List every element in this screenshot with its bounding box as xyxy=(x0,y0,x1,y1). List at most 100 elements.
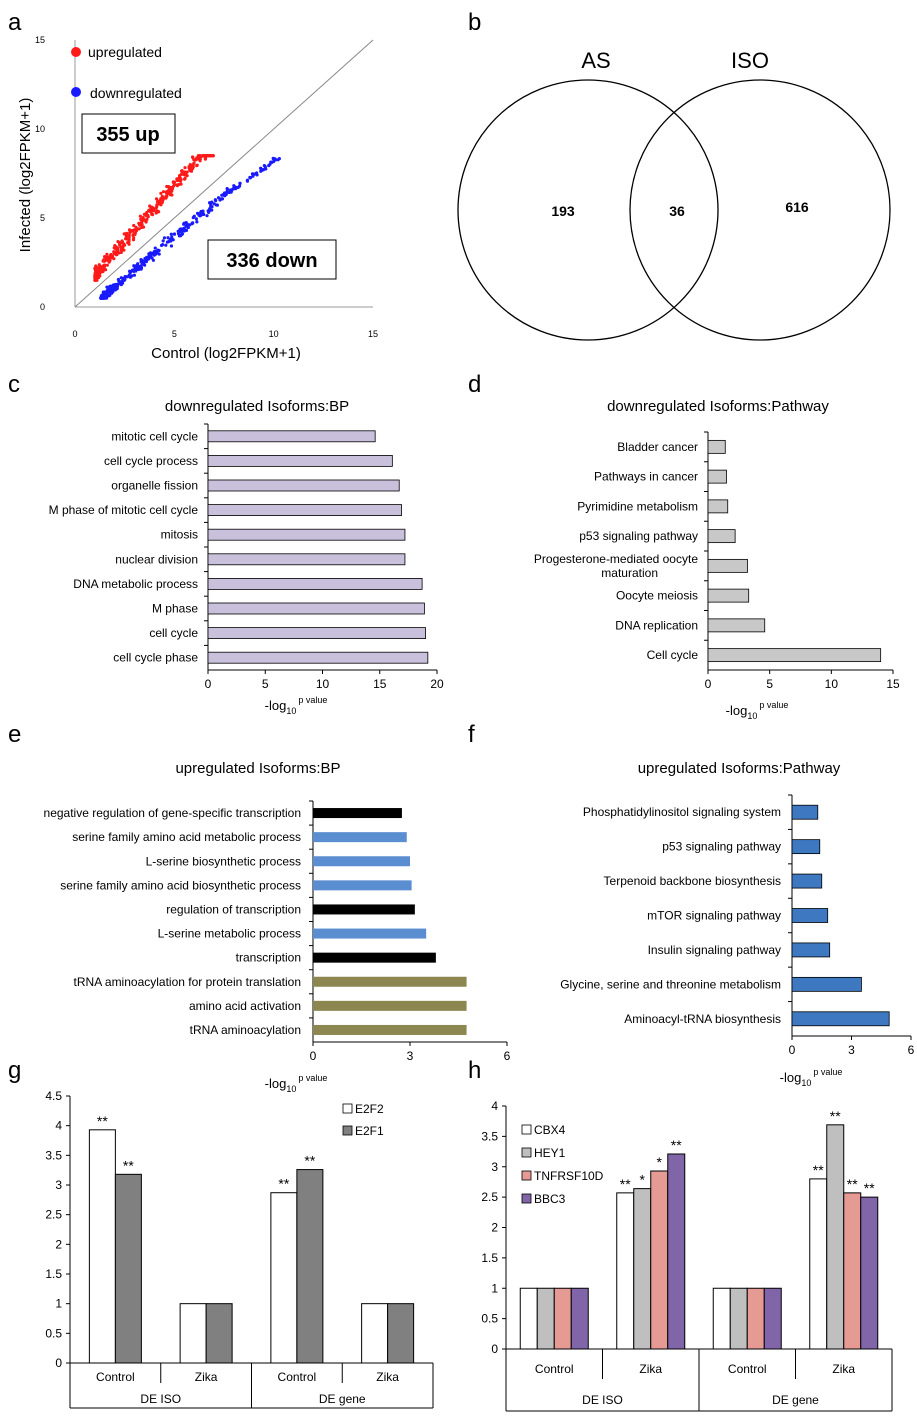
g-category-label: Zika xyxy=(376,1370,399,1384)
h-bar-cbx4 xyxy=(712,1287,731,1350)
c-x-tick-label: 15 xyxy=(373,677,387,691)
a-upregulated-point xyxy=(190,164,194,169)
f-bar xyxy=(791,942,831,958)
d-category-label: DNA replication xyxy=(615,618,698,632)
a-upregulated-point xyxy=(198,159,202,163)
c-bar xyxy=(207,602,425,615)
a-upregulated-point xyxy=(175,177,180,181)
h-y-tick-label: 3 xyxy=(491,1160,498,1174)
a-downregulated-point xyxy=(182,227,186,231)
f-category-label: mTOR signaling pathway xyxy=(647,909,781,923)
d-bar xyxy=(707,439,726,454)
a-upregulated-point xyxy=(113,246,117,251)
a-upregulated-point xyxy=(187,165,191,169)
a-downregulated-point xyxy=(182,222,186,226)
h-significance-mark: ** xyxy=(671,1137,682,1153)
c-x-tick-label: 20 xyxy=(430,677,444,691)
a-upregulated-point xyxy=(117,241,121,245)
a-upregulated-point xyxy=(141,216,145,220)
a-upregulated-point xyxy=(162,196,166,200)
g-bar-e2f2 xyxy=(179,1303,207,1364)
a-upregulated-point xyxy=(112,257,116,261)
a-downregulated-point xyxy=(190,221,195,225)
a-upregulated-point xyxy=(97,275,101,279)
c-category-label: mitosis xyxy=(161,528,198,542)
a-y-axis-label: Infected (log2FPKM+1) xyxy=(17,98,34,253)
a-downregulated-point xyxy=(136,267,141,271)
a-upregulated-point xyxy=(183,176,187,180)
e-category-label: tRNA aminoacylation for protein translat… xyxy=(74,975,301,989)
a-upregulated-point xyxy=(178,177,182,181)
h-significance-mark: ** xyxy=(864,1180,875,1196)
h-legend-swatch xyxy=(521,1147,532,1158)
a-downregulated-point xyxy=(179,230,183,234)
f-bar xyxy=(791,1011,890,1027)
a-upregulated-point xyxy=(185,170,189,174)
a-upregulated-point xyxy=(183,166,187,170)
g-category-label: Zika xyxy=(195,1370,218,1384)
h-bar-hey1 xyxy=(729,1287,748,1350)
a-downregulated-point xyxy=(121,277,125,281)
a-downregulated-point xyxy=(184,228,189,233)
a-x-axis-label: Control (log2FPKM+1) xyxy=(151,345,301,362)
e-x-tick-label: 6 xyxy=(504,1049,511,1063)
a-upregulated-point xyxy=(179,182,183,186)
g-y-tick-label: 3 xyxy=(55,1178,62,1192)
a-downregulated-point xyxy=(210,200,214,204)
a-downregulated-point xyxy=(106,293,111,297)
a-upregulated-point xyxy=(115,249,119,254)
d-x-tick-label: 5 xyxy=(766,677,773,691)
g-significance-mark: ** xyxy=(304,1153,315,1169)
a-legend-up-label: upregulated xyxy=(88,44,162,60)
c-category-label: cell cycle process xyxy=(104,454,198,468)
c-x-tick-label: 0 xyxy=(205,677,212,691)
a-upregulated-point xyxy=(140,225,144,230)
a-downregulated-point xyxy=(223,191,227,195)
a-downregulated-point xyxy=(212,202,216,206)
panel-letter-e: e xyxy=(8,721,21,748)
a-upregulated-point xyxy=(110,254,115,258)
d-category-label: Cell cycle xyxy=(647,648,699,662)
a-upregulated-point xyxy=(139,220,144,225)
a-y-tick-label: 15 xyxy=(35,35,45,45)
a-downregulated-point xyxy=(188,223,192,227)
e-bar xyxy=(313,904,415,915)
b-venn-circle-as xyxy=(457,79,719,341)
a-upregulated-point xyxy=(132,236,136,240)
a-downregulated-point xyxy=(225,187,230,192)
a-down-count-box xyxy=(207,239,337,280)
g-category-label: Control xyxy=(278,1370,317,1384)
a-upregulated-point xyxy=(130,229,134,233)
a-upregulated-point xyxy=(178,173,182,178)
a-downregulated-point xyxy=(259,169,263,173)
a-down-count-label: 336 down xyxy=(226,250,317,272)
a-upregulated-point xyxy=(144,220,148,224)
a-downregulated-point xyxy=(248,176,252,180)
a-upregulated-point xyxy=(175,184,179,188)
a-downregulated-point xyxy=(233,185,237,189)
d-bar xyxy=(707,529,736,544)
e-category-label: negative regulation of gene-specific tra… xyxy=(44,806,301,820)
a-downregulated-point xyxy=(191,215,195,220)
a-upregulated-point xyxy=(122,243,127,247)
f-x-tick-label: 3 xyxy=(848,1043,855,1057)
d-category-label: Progesterone-mediated oocyte xyxy=(534,552,698,566)
a-upregulated-point xyxy=(122,248,126,252)
g-y-tick-label: 2 xyxy=(55,1237,62,1251)
h-significance-mark: ** xyxy=(620,1176,631,1192)
b-set-label-as: AS xyxy=(581,48,610,73)
e-x-axis-label: -log10p value xyxy=(265,1073,328,1094)
a-upregulated-point xyxy=(134,226,138,231)
a-upregulated-point xyxy=(120,241,124,245)
h-category-label: Zika xyxy=(639,1362,662,1376)
d-bar xyxy=(707,469,727,484)
a-downregulated-point xyxy=(105,285,109,289)
f-x-axis-label: -log10p value xyxy=(780,1067,843,1088)
g-bar-e2f2 xyxy=(88,1129,116,1364)
e-bar xyxy=(313,928,427,939)
a-downregulated-point xyxy=(111,289,115,293)
a-downregulated-point xyxy=(99,296,103,300)
a-upregulated-point xyxy=(93,267,97,271)
e-category-label: L-serine metabolic process xyxy=(158,927,301,941)
a-upregulated-point xyxy=(192,161,196,165)
